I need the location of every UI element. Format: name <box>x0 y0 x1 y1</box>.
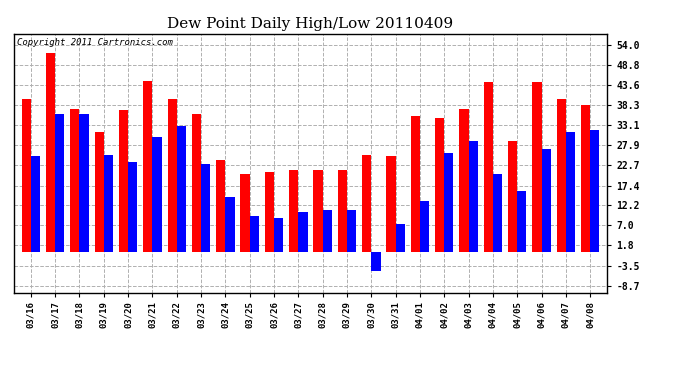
Bar <box>55 114 64 252</box>
Bar <box>168 99 177 252</box>
Bar <box>581 105 590 252</box>
Bar <box>557 99 566 252</box>
Bar <box>79 114 89 252</box>
Bar <box>216 160 226 252</box>
Bar <box>371 252 381 272</box>
Bar <box>411 116 420 252</box>
Bar <box>250 216 259 252</box>
Bar <box>484 82 493 252</box>
Bar <box>46 53 55 252</box>
Bar <box>70 108 79 252</box>
Bar <box>566 132 575 252</box>
Bar <box>226 196 235 252</box>
Bar <box>104 154 113 252</box>
Bar <box>469 141 477 252</box>
Bar <box>192 114 201 252</box>
Bar <box>298 212 308 252</box>
Bar <box>274 218 284 252</box>
Bar <box>590 130 600 252</box>
Bar <box>95 132 103 252</box>
Bar <box>21 99 31 252</box>
Bar <box>420 201 429 252</box>
Bar <box>395 224 405 252</box>
Bar <box>362 154 371 252</box>
Bar <box>460 108 469 252</box>
Title: Dew Point Daily High/Low 20110409: Dew Point Daily High/Low 20110409 <box>168 17 453 31</box>
Bar <box>289 170 298 252</box>
Bar <box>542 149 551 252</box>
Bar <box>444 153 453 252</box>
Bar <box>240 174 250 252</box>
Bar <box>313 170 323 252</box>
Bar <box>493 174 502 252</box>
Text: Copyright 2011 Cartronics.com: Copyright 2011 Cartronics.com <box>17 38 172 46</box>
Bar <box>31 156 40 252</box>
Bar <box>518 191 526 252</box>
Bar <box>152 137 161 252</box>
Bar <box>508 141 518 252</box>
Bar <box>323 210 332 252</box>
Bar <box>177 126 186 252</box>
Bar <box>265 172 274 252</box>
Bar <box>128 162 137 252</box>
Bar <box>386 156 395 252</box>
Bar <box>201 164 210 252</box>
Bar <box>119 110 128 252</box>
Bar <box>532 82 542 252</box>
Bar <box>435 118 444 252</box>
Bar <box>144 81 152 252</box>
Bar <box>337 170 347 252</box>
Bar <box>347 210 356 252</box>
